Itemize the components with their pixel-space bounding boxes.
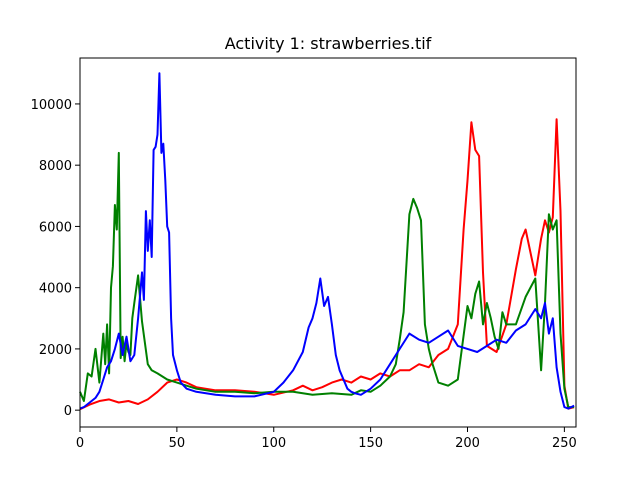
- x-tick-label-3: 150: [358, 436, 383, 451]
- x-tick-label-0: 0: [76, 436, 84, 451]
- x-tick-label-2: 100: [261, 436, 286, 451]
- x-tick-label-5: 250: [552, 436, 577, 451]
- y-tick-label-0: 0: [64, 404, 72, 419]
- chart-title: Activity 1: strawberries.tif: [225, 34, 432, 53]
- y-tick-label-2: 4000: [39, 282, 72, 297]
- y-tick-label-1: 2000: [39, 343, 72, 358]
- y-tick-label-3: 6000: [39, 220, 72, 235]
- series-line-2: [79, 72, 575, 410]
- x-tick-label-1: 50: [169, 436, 186, 451]
- y-tick-label-5: 10000: [31, 98, 72, 113]
- series-layer: [79, 72, 575, 411]
- x-axis: 0 50 100 150 200 250: [76, 427, 577, 451]
- y-axis: 0 2000 4000 6000 8000 10000: [31, 98, 80, 419]
- x-tick-label-4: 200: [455, 436, 480, 451]
- y-tick-label-4: 8000: [39, 159, 72, 174]
- plot-frame: [79, 57, 577, 428]
